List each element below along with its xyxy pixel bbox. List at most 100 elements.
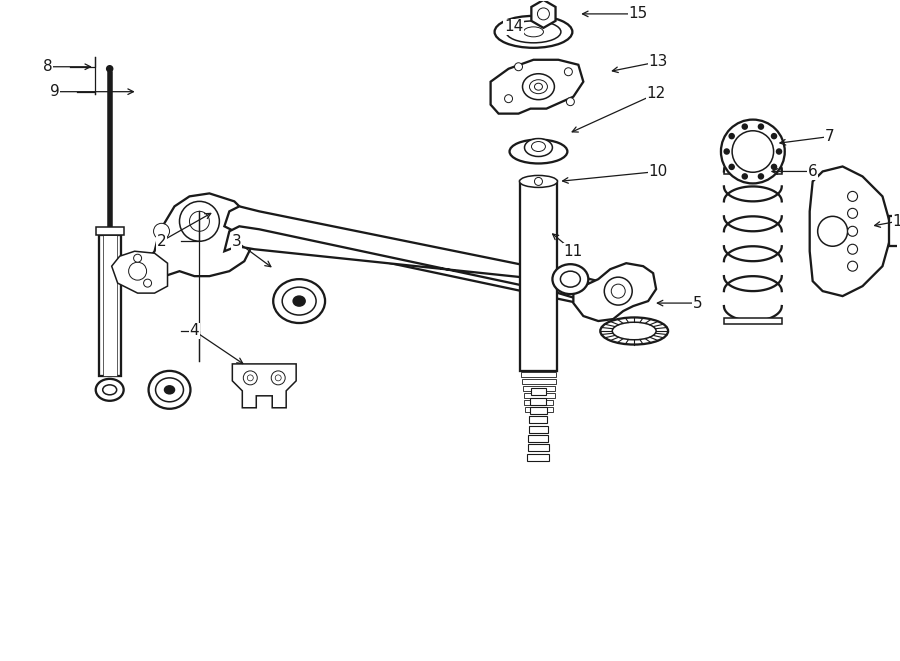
Polygon shape: [810, 167, 889, 296]
Text: 4: 4: [190, 323, 199, 338]
Circle shape: [505, 95, 512, 102]
Circle shape: [742, 124, 747, 129]
Circle shape: [564, 67, 572, 76]
Circle shape: [771, 134, 777, 139]
Text: 11: 11: [563, 244, 583, 258]
Bar: [724, 318, 782, 324]
Bar: [95, 227, 123, 235]
Ellipse shape: [274, 279, 325, 323]
Circle shape: [732, 131, 774, 173]
Circle shape: [154, 223, 169, 239]
Text: 5: 5: [693, 295, 703, 311]
Text: 10: 10: [649, 164, 668, 179]
Text: 1: 1: [893, 214, 900, 229]
Circle shape: [742, 174, 747, 179]
Circle shape: [848, 261, 858, 271]
Circle shape: [129, 262, 147, 280]
Circle shape: [729, 165, 734, 169]
Circle shape: [537, 8, 549, 20]
Bar: [521, 379, 556, 384]
Circle shape: [759, 124, 763, 129]
Text: 15: 15: [628, 7, 648, 21]
Bar: [524, 393, 555, 398]
Bar: [724, 169, 782, 175]
Ellipse shape: [529, 80, 547, 94]
Text: 9: 9: [50, 84, 59, 99]
Bar: [530, 407, 547, 414]
Circle shape: [275, 375, 281, 381]
Circle shape: [818, 216, 848, 247]
Bar: [532, 388, 546, 395]
Bar: [523, 386, 555, 391]
Circle shape: [848, 192, 858, 202]
Circle shape: [133, 254, 141, 262]
Polygon shape: [112, 251, 167, 293]
Bar: [529, 426, 548, 432]
Bar: [108, 72, 112, 231]
Circle shape: [144, 279, 151, 287]
Text: 12: 12: [646, 86, 666, 101]
Circle shape: [848, 208, 858, 218]
Bar: [528, 435, 548, 442]
Bar: [528, 444, 549, 451]
Text: 8: 8: [43, 59, 53, 74]
Bar: [530, 397, 546, 405]
Circle shape: [721, 120, 785, 183]
Circle shape: [566, 98, 574, 106]
Ellipse shape: [103, 385, 117, 395]
Polygon shape: [224, 206, 608, 306]
Ellipse shape: [495, 16, 572, 48]
Circle shape: [771, 165, 777, 169]
Circle shape: [759, 174, 763, 179]
Ellipse shape: [524, 27, 544, 37]
Circle shape: [107, 65, 112, 72]
Bar: [527, 453, 549, 461]
Circle shape: [248, 375, 253, 381]
Bar: [529, 416, 547, 423]
Text: 13: 13: [648, 54, 668, 69]
Bar: [525, 407, 553, 412]
Bar: [524, 400, 554, 405]
Circle shape: [848, 245, 858, 254]
Bar: [519, 181, 557, 371]
Circle shape: [777, 149, 781, 154]
Circle shape: [604, 277, 632, 305]
Circle shape: [848, 226, 858, 236]
Circle shape: [724, 149, 729, 154]
Bar: [889, 216, 900, 247]
Polygon shape: [491, 59, 583, 114]
Circle shape: [271, 371, 285, 385]
Polygon shape: [232, 364, 296, 408]
Circle shape: [611, 284, 625, 298]
Ellipse shape: [156, 378, 184, 402]
Ellipse shape: [523, 74, 554, 100]
Text: 14: 14: [504, 19, 523, 34]
Ellipse shape: [525, 139, 553, 157]
Text: 7: 7: [824, 129, 834, 144]
Text: 2: 2: [157, 234, 166, 249]
Polygon shape: [573, 263, 656, 321]
Ellipse shape: [519, 175, 557, 188]
Polygon shape: [140, 194, 255, 283]
Bar: [520, 372, 556, 377]
Ellipse shape: [553, 264, 589, 294]
Ellipse shape: [561, 271, 581, 287]
Text: 3: 3: [231, 234, 241, 249]
Circle shape: [729, 134, 734, 139]
Ellipse shape: [283, 287, 316, 315]
Ellipse shape: [148, 371, 191, 408]
Circle shape: [515, 63, 523, 71]
Ellipse shape: [535, 83, 543, 90]
Bar: [99, 235, 121, 376]
Polygon shape: [531, 0, 555, 28]
Ellipse shape: [532, 141, 545, 151]
Ellipse shape: [506, 21, 561, 43]
Circle shape: [179, 202, 220, 241]
Ellipse shape: [293, 296, 305, 306]
Circle shape: [535, 177, 543, 186]
Text: 6: 6: [808, 164, 817, 179]
Ellipse shape: [509, 139, 567, 163]
Polygon shape: [224, 226, 608, 311]
Circle shape: [190, 212, 210, 231]
Ellipse shape: [95, 379, 123, 401]
